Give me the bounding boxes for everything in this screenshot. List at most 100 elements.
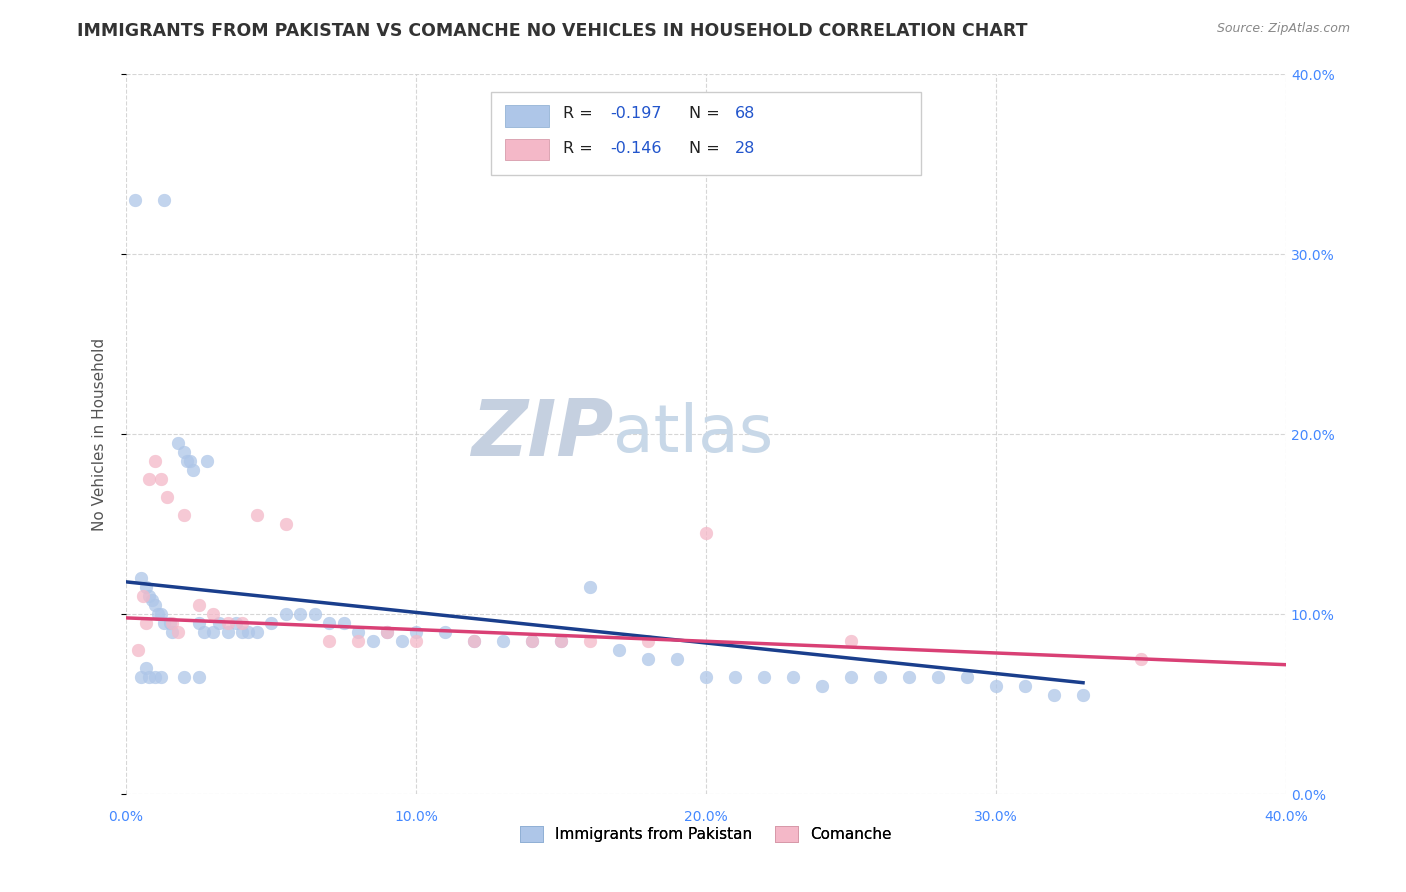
Point: [550, 634, 572, 648]
Point: [217, 616, 239, 631]
Text: N =: N =: [689, 106, 724, 121]
Point: [149, 472, 172, 486]
Point: [318, 634, 340, 648]
Bar: [492, 92, 921, 175]
Point: [176, 454, 198, 468]
Point: [179, 454, 201, 468]
Point: [288, 607, 311, 622]
Point: [898, 670, 921, 684]
Point: [375, 625, 398, 640]
Point: [141, 593, 163, 607]
Point: [956, 670, 979, 684]
Point: [146, 607, 169, 622]
Point: [405, 634, 427, 648]
Point: [520, 634, 543, 648]
Point: [152, 193, 174, 207]
Text: -0.146: -0.146: [610, 141, 661, 156]
Text: ZIP: ZIP: [471, 396, 613, 472]
Point: [195, 454, 218, 468]
Point: [162, 625, 184, 640]
Y-axis label: No Vehicles in Household: No Vehicles in Household: [93, 338, 107, 531]
Point: [405, 625, 427, 640]
Legend: Immigrants from Pakistan, Comanche: Immigrants from Pakistan, Comanche: [515, 820, 898, 848]
Text: 30.0%: 30.0%: [974, 810, 1018, 824]
Point: [202, 607, 225, 622]
Point: [202, 625, 225, 640]
Point: [217, 625, 239, 640]
Point: [187, 599, 209, 613]
Point: [245, 508, 267, 523]
Point: [245, 625, 267, 640]
Point: [129, 571, 152, 585]
Point: [274, 517, 297, 532]
Point: [143, 454, 166, 468]
Point: [193, 625, 215, 640]
Point: [520, 634, 543, 648]
Point: [869, 670, 891, 684]
Text: 10.0%: 10.0%: [394, 810, 439, 824]
Point: [135, 661, 157, 675]
Point: [138, 472, 160, 486]
Point: [1043, 689, 1066, 703]
Text: Source: ZipAtlas.com: Source: ZipAtlas.com: [1216, 22, 1350, 36]
Text: 40.0%: 40.0%: [1264, 810, 1308, 824]
Text: 68: 68: [735, 106, 755, 121]
Point: [550, 634, 572, 648]
Point: [1130, 652, 1153, 666]
Point: [637, 634, 659, 648]
Point: [152, 616, 174, 631]
Point: [135, 580, 157, 594]
Point: [839, 670, 862, 684]
Point: [173, 445, 195, 459]
Point: [187, 670, 209, 684]
Text: -0.197: -0.197: [610, 106, 661, 121]
Point: [782, 670, 804, 684]
Text: 28: 28: [735, 141, 755, 156]
Point: [695, 670, 717, 684]
Point: [231, 625, 253, 640]
Point: [159, 616, 181, 631]
Point: [927, 670, 949, 684]
Point: [156, 490, 179, 504]
Point: [149, 607, 172, 622]
Text: R =: R =: [564, 106, 599, 121]
Point: [752, 670, 775, 684]
Text: atlas: atlas: [613, 402, 773, 467]
Point: [135, 616, 157, 631]
Point: [162, 616, 184, 631]
Point: [347, 634, 370, 648]
Point: [143, 670, 166, 684]
Point: [332, 616, 354, 631]
Point: [361, 634, 384, 648]
Point: [236, 625, 259, 640]
Point: [724, 670, 747, 684]
Point: [1014, 679, 1036, 693]
Point: [129, 670, 152, 684]
Point: [181, 463, 204, 477]
Point: [347, 625, 370, 640]
Point: [225, 616, 247, 631]
Point: [167, 625, 190, 640]
Point: [666, 652, 689, 666]
Point: [375, 625, 398, 640]
Point: [463, 634, 485, 648]
Bar: [505, 139, 550, 161]
Point: [1071, 689, 1094, 703]
Point: [839, 634, 862, 648]
Point: [318, 616, 340, 631]
Point: [143, 599, 166, 613]
Point: [434, 625, 457, 640]
Point: [173, 508, 195, 523]
Point: [391, 634, 413, 648]
Point: [637, 652, 659, 666]
Point: [811, 679, 834, 693]
Point: [167, 436, 190, 450]
Point: [124, 193, 146, 207]
Text: N =: N =: [689, 141, 724, 156]
Point: [138, 670, 160, 684]
Text: 20.0%: 20.0%: [685, 810, 728, 824]
Point: [579, 634, 602, 648]
Point: [127, 643, 149, 657]
Point: [149, 670, 172, 684]
Point: [304, 607, 326, 622]
